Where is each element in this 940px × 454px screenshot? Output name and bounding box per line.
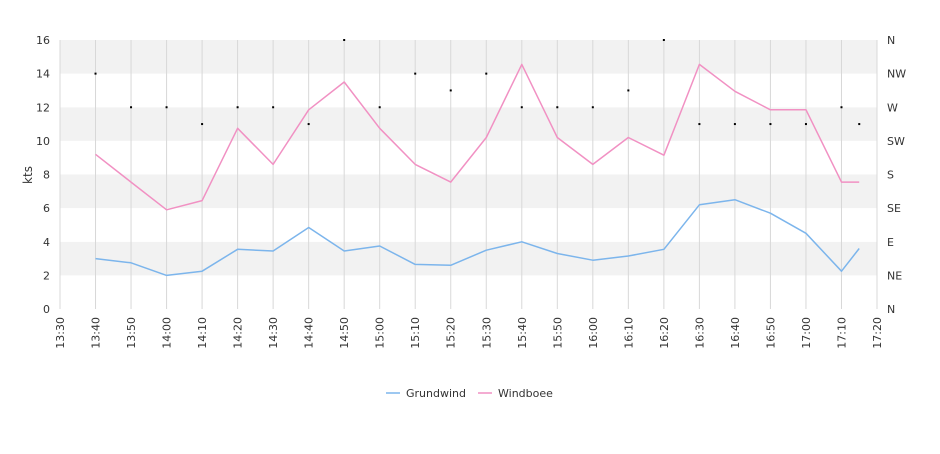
legend[interactable]: Grundwind Windboee (386, 387, 553, 400)
x-tick-label: 15:50 (551, 317, 564, 349)
direction-point (591, 106, 594, 109)
direction-axis-ticks: N NE E SE S SW W NW N (887, 34, 906, 316)
plot-band (60, 174, 877, 209)
direction-point (627, 89, 630, 92)
series-lines (95, 63, 860, 277)
x-tick-label: 15:00 (374, 317, 387, 349)
direction-point (414, 72, 417, 75)
x-tick-label: 14:20 (232, 317, 245, 349)
y-tick-label: 4 (43, 236, 50, 249)
direction-point (840, 106, 843, 109)
direction-tick-label: NE (887, 269, 902, 282)
x-tick-label: 17:10 (835, 317, 848, 349)
legend-label: Grundwind (406, 387, 466, 400)
direction-point (236, 106, 239, 109)
x-tick-label: 15:40 (516, 317, 529, 349)
x-tick-label: 14:00 (161, 317, 174, 349)
x-tick-label: 16:30 (693, 317, 706, 349)
y-tick-label: 2 (43, 269, 50, 282)
x-tick-label: 16:20 (658, 317, 671, 349)
x-tick-label: 15:10 (409, 317, 422, 349)
y-tick-label: 8 (43, 169, 50, 182)
x-tick-label: 16:10 (622, 317, 635, 349)
direction-point (272, 106, 275, 109)
plot-band (60, 140, 877, 175)
direction-point (378, 106, 381, 109)
direction-tick-label: W (887, 101, 898, 114)
direction-point (698, 123, 701, 126)
direction-tick-label: SE (887, 202, 901, 215)
direction-point (662, 39, 665, 41)
x-tick-label: 14:50 (338, 317, 351, 349)
plot-band (60, 208, 877, 242)
x-axis-ticks: 13:30 13:40 13:50 14:00 14:10 14:20 14:30 14:40… (54, 317, 884, 349)
legend-item-windboee[interactable]: Windboee (478, 387, 553, 400)
plot-band (60, 275, 877, 309)
direction-point (165, 106, 168, 109)
y-tick-label: 10 (36, 135, 50, 148)
x-tick-label: 14:40 (303, 317, 316, 349)
direction-tick-label: N (887, 34, 895, 47)
x-tick-label: 17:20 (871, 317, 884, 349)
y-axis-ticks: 0 2 4 6 8 10 12 14 16 (36, 34, 50, 316)
direction-point (733, 123, 736, 126)
series-line-grundwind (95, 198, 860, 277)
direction-point (858, 123, 861, 126)
x-tick-label: 13:30 (54, 317, 67, 349)
x-tick-label: 16:50 (764, 317, 777, 349)
direction-tick-label: S (887, 169, 894, 182)
direction-point (520, 106, 523, 109)
plot-band (60, 73, 877, 108)
y-tick-label: 0 (43, 303, 50, 316)
y-axis-title: kts (21, 166, 35, 184)
direction-point (201, 123, 204, 126)
direction-point (130, 106, 133, 109)
x-tick-label: 14:30 (267, 317, 280, 349)
x-tick-label: 13:50 (125, 317, 138, 349)
legend-item-grundwind[interactable]: Grundwind (386, 387, 466, 400)
direction-tick-label: E (887, 236, 894, 249)
direction-tick-label: N (887, 303, 895, 316)
series-line-windboee (95, 63, 860, 211)
y-tick-label: 14 (36, 68, 50, 81)
direction-point (94, 72, 97, 75)
direction-tick-label: SW (887, 135, 905, 148)
x-tick-label: 13:40 (90, 317, 103, 349)
plot-band (60, 107, 877, 141)
direction-point (804, 123, 807, 126)
x-tick-label: 17:00 (800, 317, 813, 349)
direction-points (94, 39, 861, 126)
x-tick-label: 14:10 (196, 317, 209, 349)
y-tick-label: 12 (36, 101, 50, 114)
x-tick-label: 16:00 (587, 317, 600, 349)
direction-point (449, 89, 452, 92)
vertical-gridlines (59, 40, 878, 309)
direction-point (556, 106, 559, 109)
x-tick-label: 15:20 (445, 317, 458, 349)
plot-bands (60, 40, 877, 309)
plot-band (60, 40, 877, 74)
y-tick-label: 16 (36, 34, 50, 47)
legend-label: Windboee (498, 387, 553, 400)
direction-point (769, 123, 772, 126)
direction-point (485, 72, 488, 75)
direction-point (307, 123, 310, 126)
direction-point (343, 39, 346, 41)
x-tick-label: 16:40 (729, 317, 742, 349)
direction-tick-label: NW (887, 68, 906, 81)
x-tick-label: 15:30 (480, 317, 493, 349)
y-tick-label: 6 (43, 202, 50, 215)
